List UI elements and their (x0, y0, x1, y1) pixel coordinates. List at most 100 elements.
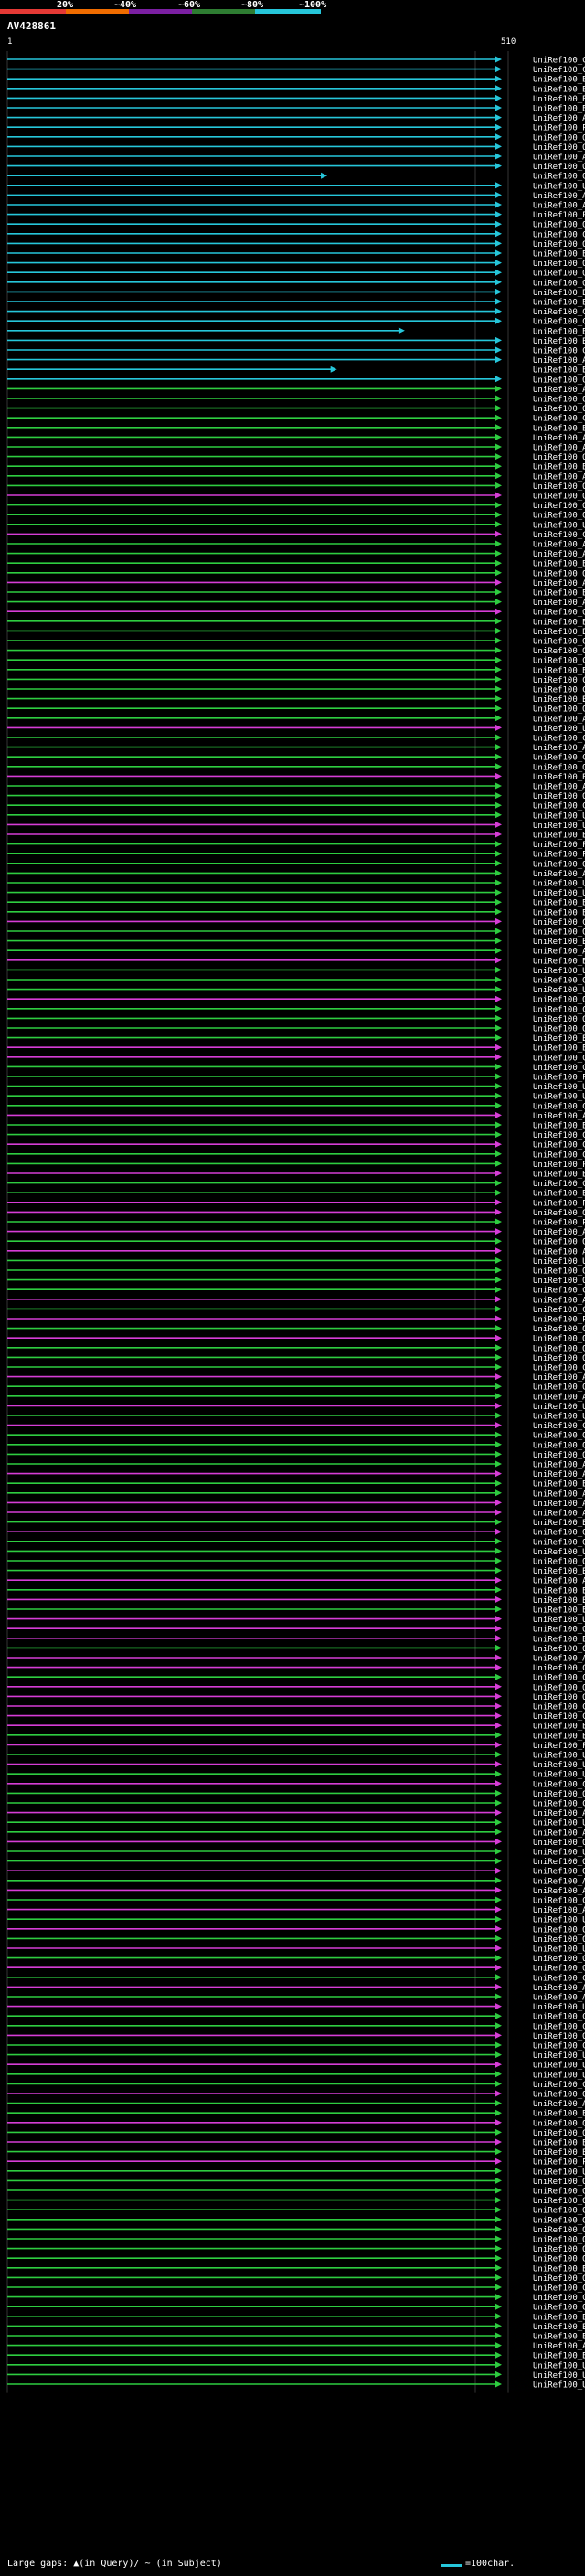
hit-label[interactable]: UniRef100_C4M8J8 (533, 415, 585, 424)
hit-label[interactable]: UniRef100_C1GBB3 (533, 1150, 585, 1160)
hit-label[interactable]: UniRef100_Q5EUD6 (533, 270, 585, 279)
hit-label[interactable]: UniRef100_UP1000... (533, 2062, 585, 2071)
hit-label[interactable]: UniRef100_Q8V307 (533, 1693, 585, 1702)
hit-label[interactable]: UniRef100_UP1000... (533, 822, 585, 831)
hit-label[interactable]: UniRef100_C1G5I9 (533, 2081, 585, 2090)
hit-label[interactable]: UniRef100_A5DTE8 (533, 1112, 585, 1121)
hit-label[interactable]: UniRef100_Q7ZTJ5 (533, 1925, 585, 1935)
hit-label[interactable]: UniRef100_UP1000... (533, 2071, 585, 2080)
hit-label[interactable]: UniRef100_A6TS21 (533, 1228, 585, 1237)
hit-label[interactable]: UniRef100_P21195 (533, 2158, 585, 2168)
hit-label[interactable]: UniRef100_UP1000... (533, 2381, 585, 2390)
hit-label[interactable]: UniRef100_B9I9L2 (533, 85, 585, 94)
hit-label[interactable]: UniRef100_Q8T368 (533, 1238, 585, 1247)
hit-label[interactable]: UniRef100_Q5RE23 (533, 2178, 585, 2187)
hit-label[interactable]: UniRef100_UP1000... (533, 2051, 585, 2061)
hit-label[interactable]: UniRef100_Q9VTQ3 (533, 1354, 585, 1363)
hit-label[interactable]: UniRef100_A9NXM1 (533, 1984, 585, 1993)
hit-label[interactable]: UniRef100_Q9FIY4 (533, 1965, 585, 1974)
hit-label[interactable]: UniRef100_Q1LXD1 (533, 1558, 585, 1567)
hit-label[interactable]: UniRef100_Q7ZWG3 (533, 763, 585, 772)
hit-label[interactable]: UniRef100_B4LVN1 (533, 1519, 585, 1528)
hit-label[interactable]: UniRef100_Q2U1Y6 (533, 1839, 585, 1848)
hit-label[interactable]: UniRef100_Q4RCP6 (533, 1335, 585, 1344)
hit-label[interactable]: UniRef100_Q5D8K4 (533, 2091, 585, 2100)
hit-label[interactable]: UniRef100_UP1000... (533, 1945, 585, 1955)
hit-label[interactable]: UniRef100_A7S5D7 (533, 1373, 585, 1383)
hit-label[interactable]: UniRef100_C5XKU1 (533, 1974, 585, 1983)
hit-label[interactable]: UniRef100_A9PA19 (533, 114, 585, 123)
hit-label[interactable]: UniRef100_Q6P6G9 (533, 1325, 585, 1334)
hit-label[interactable]: UniRef100_A4RW74 (533, 1877, 585, 1886)
hit-label[interactable]: UniRef100_Q3TIM0 (533, 2236, 585, 2245)
hit-label[interactable]: UniRef100_C9ZS16 (533, 531, 585, 540)
hit-label[interactable]: UniRef100_P80284 (533, 1742, 585, 1751)
hit-label[interactable]: UniRef100_Q86IA3 (533, 405, 585, 414)
hit-label[interactable]: UniRef100_P28661 (533, 124, 585, 133)
hit-label[interactable]: UniRef100_B2B7R0 (533, 832, 585, 841)
hit-label[interactable]: UniRef100_Q9SZ81 (533, 1344, 585, 1353)
hit-label[interactable]: UniRef100_Q2H869 (533, 705, 585, 715)
hit-label[interactable]: UniRef100_Q21181 (533, 1955, 585, 1964)
hit-label[interactable]: UniRef100_A6UQ21 (533, 386, 585, 395)
hit-label[interactable]: UniRef100_Q6PZE0 (533, 173, 585, 182)
hit-label[interactable]: UniRef100_P30101 (533, 1199, 585, 1208)
hit-label[interactable]: UniRef100_UP1000... (533, 1083, 585, 1092)
hit-label[interactable]: UniRef100_A8QBP0 (533, 550, 585, 559)
hit-label[interactable]: UniRef100_UP1000... (533, 2361, 585, 2370)
hit-label[interactable]: UniRef100_Q6GYY4 (533, 609, 585, 618)
hit-label[interactable]: UniRef100_A4L9G4 (533, 1470, 585, 1479)
hit-label[interactable]: UniRef100_P07174 (533, 1074, 585, 1083)
hit-label[interactable]: UniRef100_P2Z7Y1 (533, 1219, 585, 1228)
hit-label[interactable]: UniRef100_B0G3M7 (533, 2333, 585, 2342)
hit-label[interactable]: UniRef100_Q57A59 (533, 493, 585, 502)
hit-label[interactable]: UniRef100_Q2V400 (533, 133, 585, 143)
hit-label[interactable]: UniRef100_C4M9V0 (533, 1800, 585, 1809)
hit-label[interactable]: UniRef100_UP1000... (533, 986, 585, 995)
hit-label[interactable]: UniRef100_P11598 (533, 841, 585, 850)
hit-label[interactable]: UniRef100_B9WGG0 (533, 1034, 585, 1044)
hit-label[interactable]: UniRef100_Q0CGY7 (533, 1538, 585, 1547)
hit-label[interactable]: UniRef100_B4P5Z6 (533, 2323, 585, 2332)
hit-label[interactable]: UniRef100_A7TFE1 (533, 1906, 585, 1915)
hit-label[interactable]: UniRef100_Q2HPL0 (533, 569, 585, 578)
hit-label[interactable]: UniRef100_B4FML9 (533, 366, 585, 376)
hit-label[interactable]: UniRef100_A6S9T3 (533, 715, 585, 724)
hit-label[interactable]: UniRef100_B4QJR9 (533, 1596, 585, 1606)
hit-label[interactable]: UniRef100_UP1000... (533, 1819, 585, 1829)
hit-label[interactable]: UniRef100_Q1DR38 (533, 2032, 585, 2041)
hit-label[interactable]: UniRef100_UP1000... (533, 1093, 585, 1102)
hit-label[interactable]: UniRef100_C6TJT5 (533, 57, 585, 66)
hit-label[interactable]: UniRef100_C5NVF7 (533, 918, 585, 928)
hit-label[interactable]: UniRef100_B4E6U5 (533, 463, 585, 472)
hit-label[interactable]: UniRef100_C4Q1P0 (533, 1287, 585, 1296)
hit-label[interactable]: UniRef100_Q3UUN8 (533, 2188, 585, 2197)
hit-label[interactable]: UniRef100_A6RP50 (533, 1994, 585, 2003)
hit-label[interactable]: UniRef100_Q6P3Y0 (533, 860, 585, 869)
hit-label[interactable]: UniRef100_C5FR01 (533, 802, 585, 811)
hit-label[interactable]: UniRef100_UP1000... (533, 1761, 585, 1770)
hit-label[interactable]: UniRef100_A7MRU0 (533, 192, 585, 201)
hit-label[interactable]: UniRef100_UP1000... (533, 967, 585, 976)
hit-label[interactable]: UniRef100_B0WFQ4 (533, 2148, 585, 2157)
hit-label[interactable]: UniRef100_B9WJJ1 (533, 1044, 585, 1054)
hit-label[interactable]: UniRef100_A4RTM9 (533, 1887, 585, 1896)
hit-label[interactable]: UniRef100_C1G9Y9 (533, 1131, 585, 1140)
hit-label[interactable]: UniRef100_B3RF11 (533, 1190, 585, 1199)
hit-label[interactable]: UniRef100_C1M6X6 (533, 1780, 585, 1789)
hit-label[interactable]: UniRef100_B6KT50 (533, 1586, 585, 1595)
hit-label[interactable]: UniRef100_Q9J0Z6 (533, 1683, 585, 1692)
hit-label[interactable]: UniRef100_UP1000... (533, 725, 585, 734)
hit-label[interactable]: UniRef100_C1FY49 (533, 1102, 585, 1111)
hit-label[interactable]: UniRef100_P93358 (533, 211, 585, 220)
hit-label[interactable]: UniRef100_A7RMG9 (533, 472, 585, 482)
hit-label[interactable]: UniRef100_Q5KPH2 (533, 2274, 585, 2284)
hit-label[interactable]: UniRef100_Q22263 (533, 163, 585, 172)
hit-label[interactable]: UniRef100_C7TT82 (533, 1306, 585, 1315)
hit-label[interactable]: UniRef100_UP1000... (533, 1849, 585, 1858)
hit-label[interactable]: UniRef100_C5GGG0 (533, 657, 585, 666)
hit-label[interactable]: UniRef100_B8M349 (533, 695, 585, 705)
hit-label[interactable]: UniRef100_UP1000... (533, 182, 585, 191)
hit-label[interactable]: UniRef100_B5Q534 (533, 1635, 585, 1644)
hit-label[interactable]: UniRef100_Q3VMT9 (533, 2304, 585, 2313)
